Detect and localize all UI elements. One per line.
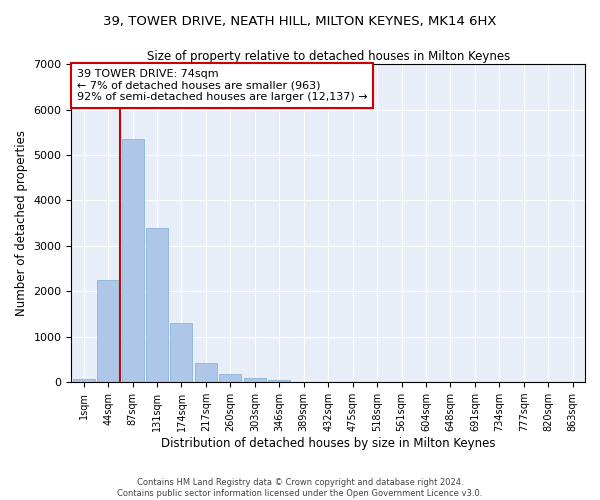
Bar — [122, 139, 143, 382]
Bar — [73, 378, 95, 382]
Bar — [170, 323, 193, 382]
Text: 39 TOWER DRIVE: 74sqm
← 7% of detached houses are smaller (963)
92% of semi-deta: 39 TOWER DRIVE: 74sqm ← 7% of detached h… — [77, 69, 367, 102]
Title: Size of property relative to detached houses in Milton Keynes: Size of property relative to detached ho… — [146, 50, 510, 63]
X-axis label: Distribution of detached houses by size in Milton Keynes: Distribution of detached houses by size … — [161, 437, 496, 450]
Bar — [244, 378, 266, 382]
Y-axis label: Number of detached properties: Number of detached properties — [15, 130, 28, 316]
Text: Contains HM Land Registry data © Crown copyright and database right 2024.
Contai: Contains HM Land Registry data © Crown c… — [118, 478, 482, 498]
Bar — [220, 374, 241, 382]
Text: 39, TOWER DRIVE, NEATH HILL, MILTON KEYNES, MK14 6HX: 39, TOWER DRIVE, NEATH HILL, MILTON KEYN… — [103, 15, 497, 28]
Bar — [146, 228, 168, 382]
Bar — [268, 380, 290, 382]
Bar — [97, 280, 119, 382]
Bar — [195, 363, 217, 382]
